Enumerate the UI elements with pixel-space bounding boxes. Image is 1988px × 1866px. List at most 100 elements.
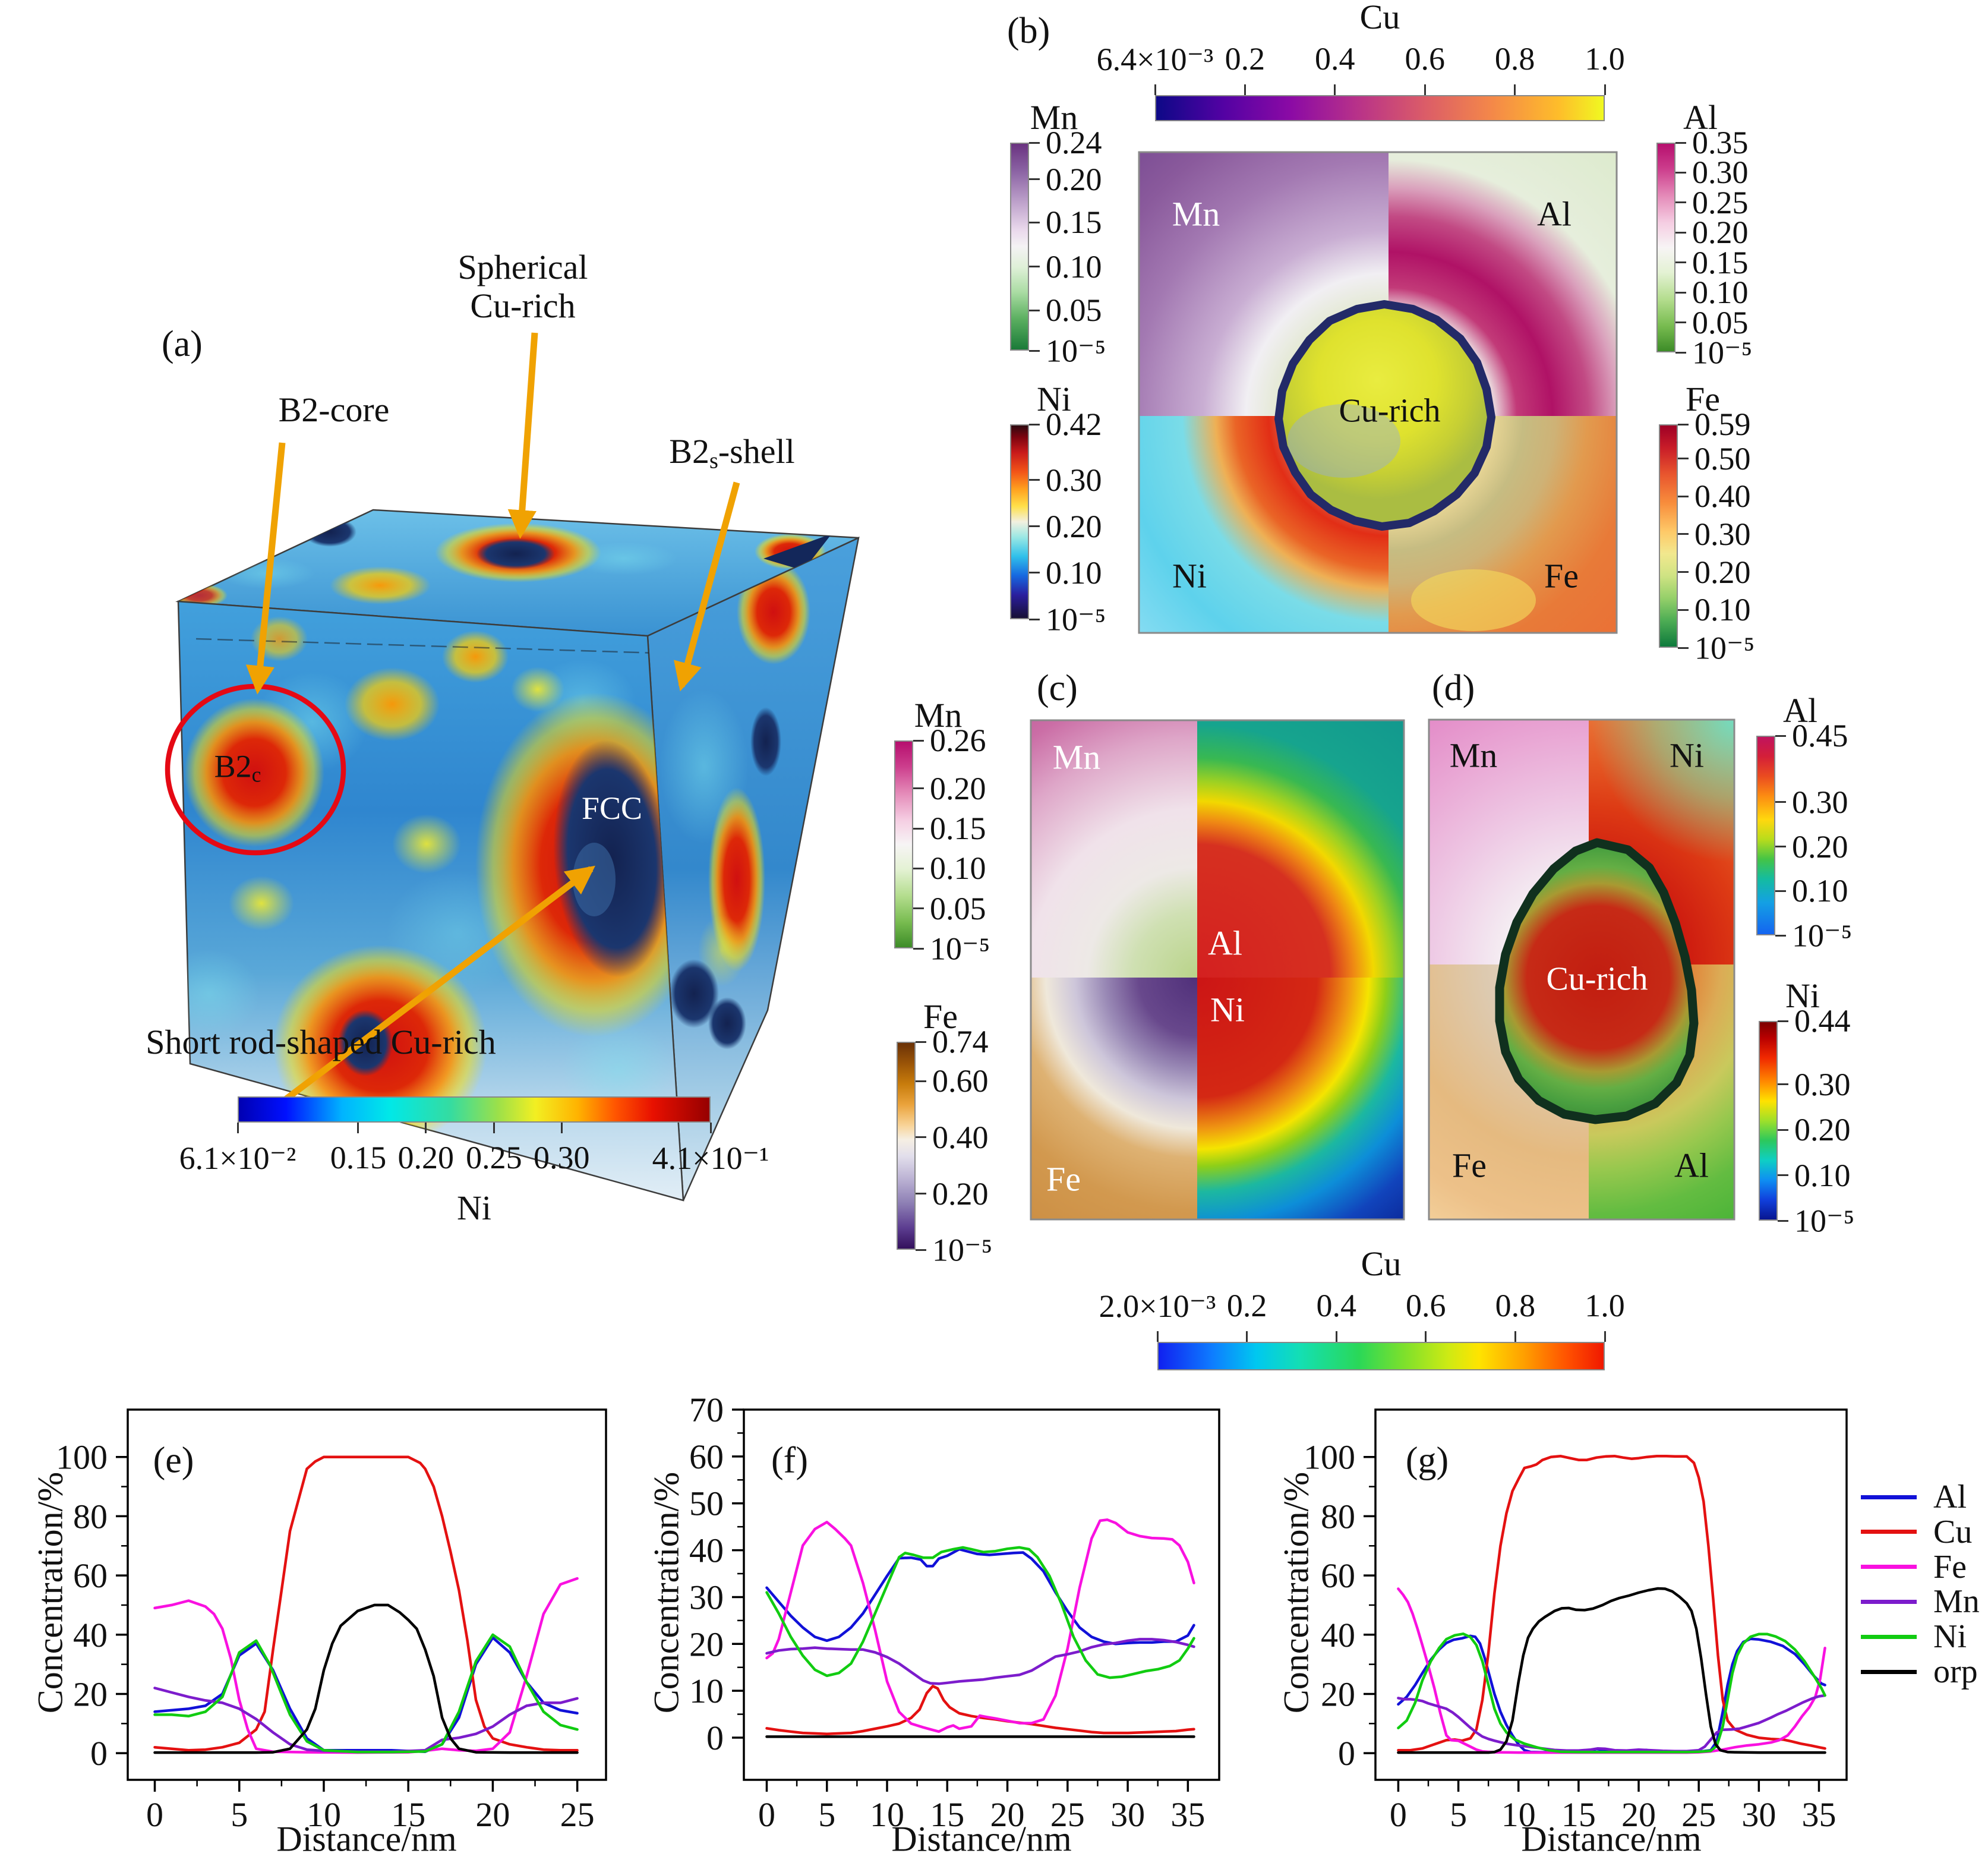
colorbar-b-mn-tickmark bbox=[1029, 266, 1040, 268]
colorbar-d-al-tick-label: 10⁻⁵ bbox=[1792, 918, 1853, 954]
colorbar-b-mn-tick-label: 0.15 bbox=[1046, 204, 1102, 241]
legend-line-Fe bbox=[1861, 1565, 1917, 1569]
xtick-label: 30 bbox=[1110, 1795, 1145, 1834]
colorbar-c-fe-tick-label: 0.74 bbox=[932, 1024, 989, 1060]
colorbar-b-fe-tickmark bbox=[1678, 609, 1689, 611]
colorbar-b-fe-tick-label: 0.20 bbox=[1694, 554, 1751, 590]
ytick-label: 70 bbox=[689, 1391, 724, 1429]
series-Ni bbox=[1397, 1632, 1826, 1754]
ytick-label: 30 bbox=[689, 1578, 724, 1616]
map-c-label-fe: Fe bbox=[1046, 1159, 1081, 1199]
colorbar-d-al-tickmark bbox=[1775, 735, 1786, 737]
axes-box bbox=[127, 1408, 607, 1781]
xtick-label: 30 bbox=[1741, 1795, 1776, 1834]
colorbar-d-ni-tickmark bbox=[1778, 1129, 1788, 1131]
xtick-label: 5 bbox=[818, 1795, 835, 1834]
colorbar-b-cu-title: Cu bbox=[1359, 0, 1400, 36]
ytick-label: 100 bbox=[56, 1438, 108, 1477]
legend-label-Mn: Mn bbox=[1933, 1583, 1980, 1621]
colorbar-c-mn-tickmark bbox=[913, 739, 924, 742]
panel-label-a: (a) bbox=[162, 324, 203, 364]
colorbar-b-al-bar bbox=[1656, 143, 1675, 352]
colorbar-b-al-tick-label: 0.05 bbox=[1692, 304, 1749, 341]
colorbar-b-mn-tick-label: 0.10 bbox=[1046, 248, 1102, 285]
colorbar-b-ni-tickmark bbox=[1029, 618, 1040, 620]
chart-e: 0 5 10 15 20 25 0 20 40 60 80 100 bbox=[56, 1408, 607, 1834]
colorbar-b-al-tick-label: 10⁻⁵ bbox=[1692, 335, 1753, 371]
colorbar-d-ni-tickmark bbox=[1778, 1020, 1788, 1022]
xtick-label: 35 bbox=[1801, 1795, 1836, 1834]
colorbar-d-al-tickmark bbox=[1775, 934, 1786, 937]
ytick-label: 60 bbox=[689, 1438, 724, 1476]
legend-line-Mn bbox=[1861, 1599, 1917, 1604]
colorbar-b-ni-title: Ni bbox=[1037, 380, 1071, 418]
colorbar-b-fe-tickmark bbox=[1678, 533, 1689, 535]
xtick-label: 5 bbox=[231, 1795, 248, 1834]
colorbar-b-ni-tickmark bbox=[1029, 423, 1040, 425]
colorbar-b-mn-tickmark bbox=[1029, 309, 1040, 311]
legend-item-Cu: Cu bbox=[1861, 1514, 1972, 1550]
colorbar-b-mn-tick-label: 0.05 bbox=[1046, 292, 1102, 329]
legend-label-Fe: Fe bbox=[1933, 1548, 1967, 1586]
colorbar-c-mn-tickmark bbox=[913, 827, 924, 830]
legend-item-Al: Al bbox=[1861, 1479, 1967, 1515]
colorbar-b-al-tick-label: 0.35 bbox=[1692, 125, 1749, 160]
annotation-spherical-line2: Cu-rich bbox=[470, 286, 576, 325]
colorbar-a-ni-bar bbox=[238, 1096, 711, 1123]
colorbar-b-fe-bar bbox=[1659, 424, 1678, 648]
colorbar-d-ni-tick-label: 0.10 bbox=[1794, 1157, 1851, 1193]
arrow-fcc bbox=[277, 865, 595, 1107]
colorbar-b-al-tickmark bbox=[1675, 171, 1686, 174]
colorbar-d-ni-tickmark bbox=[1778, 1083, 1788, 1086]
ytick-label: 100 bbox=[1304, 1438, 1355, 1477]
panel-label-e: (e) bbox=[153, 1440, 194, 1481]
colorbar-b-fe-tickmark bbox=[1678, 647, 1689, 649]
legend-label-orp: orp bbox=[1933, 1653, 1978, 1690]
ytick-label: 10 bbox=[689, 1672, 724, 1710]
ytick-label: 40 bbox=[73, 1616, 108, 1654]
colorbar-b-mn-tickmark bbox=[1029, 349, 1040, 352]
colorbar-a-ni-tickmark bbox=[425, 1123, 427, 1133]
colorbar-c-mn-tickmark bbox=[913, 907, 924, 910]
colorbar-b-al-tickmark bbox=[1675, 231, 1686, 234]
colorbar-c-mn-tick-label: 0.26 bbox=[930, 723, 986, 758]
panel-label-c: (c) bbox=[1037, 668, 1078, 708]
colorbar-d-ni-tickmark bbox=[1778, 1219, 1788, 1222]
colorbar-b-cu-tickmark bbox=[1334, 84, 1336, 95]
xlabel-e: Distance/nm bbox=[276, 1819, 457, 1859]
colorbar-cd-cu-tick-label: 0.2 bbox=[1226, 1288, 1267, 1323]
colorbar-b-al-tick-label: 0.15 bbox=[1692, 244, 1749, 280]
colorbar-c-mn-tickmark bbox=[913, 787, 924, 790]
colorbar-b-cu-tick-label: 0.6 bbox=[1405, 41, 1445, 77]
map-b bbox=[1138, 151, 1618, 634]
colorbar-b-al-tickmark bbox=[1675, 201, 1686, 204]
colorbar-c-fe-tickmark bbox=[916, 1193, 926, 1194]
ytick-label: 50 bbox=[689, 1484, 724, 1523]
colorbar-b-mn-tickmark bbox=[1029, 221, 1040, 223]
ytick-label: 80 bbox=[1321, 1497, 1355, 1536]
colorbar-b-mn-title: Mn bbox=[1030, 98, 1078, 137]
panel-label-g: (g) bbox=[1405, 1440, 1449, 1481]
colorbar-b-fe-tick-label: 0.59 bbox=[1694, 406, 1751, 442]
ytick-label: 80 bbox=[73, 1497, 108, 1536]
map-d-label-fe: Fe bbox=[1452, 1146, 1487, 1185]
series-Al bbox=[765, 1547, 1195, 1646]
map-d-label-cu-rich: Cu-rich bbox=[1546, 960, 1648, 998]
colorbar-a-ni-tickmark bbox=[357, 1123, 359, 1133]
ytick-label: 20 bbox=[73, 1675, 108, 1713]
legend-label-Ni: Ni bbox=[1933, 1618, 1967, 1656]
colorbar-b-ni-tick-label: 0.42 bbox=[1046, 406, 1102, 442]
cu-rich-particle-b bbox=[1274, 300, 1495, 531]
colorbar-cd-cu-bar bbox=[1157, 1342, 1605, 1370]
colorbar-b-cu-tickmark bbox=[1604, 84, 1606, 95]
colorbar-cd-cu-tickmark bbox=[1246, 1331, 1248, 1342]
b2c-pre: B2 bbox=[214, 748, 252, 784]
legend-item-Ni: Ni bbox=[1861, 1618, 1967, 1656]
colorbar-b-ni-tick-label: 0.10 bbox=[1046, 554, 1102, 591]
colorbar-c-fe-bar bbox=[897, 1042, 916, 1250]
colorbar-d-ni-tick-label: 0.44 bbox=[1794, 1003, 1851, 1039]
colorbar-d-ni-tickmark bbox=[1778, 1174, 1788, 1177]
colorbar-b-mn-bar bbox=[1010, 143, 1029, 351]
legend-item-orp: orp bbox=[1861, 1653, 1978, 1690]
